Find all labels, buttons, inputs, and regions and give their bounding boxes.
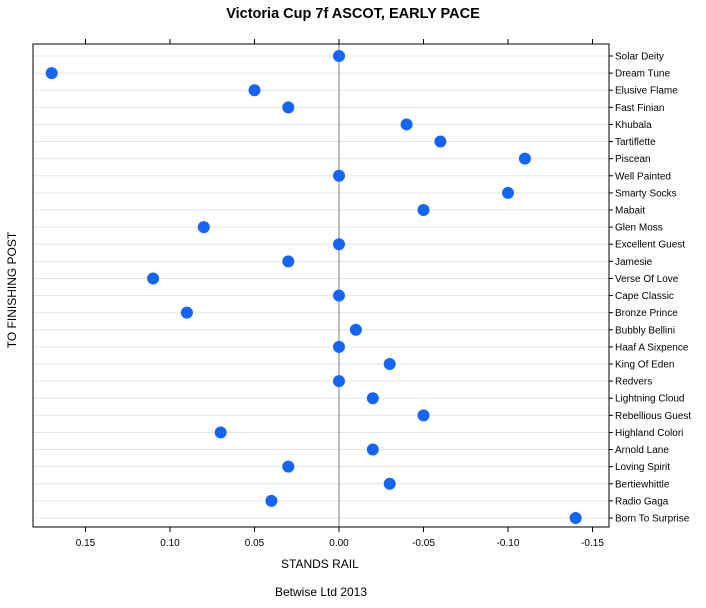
category-label: Bronze Prince [615,308,678,319]
data-point [366,443,379,456]
category-label: Cape Classic [615,291,674,302]
category-label: Verse Of Love [615,274,679,285]
category-label: Excellent Guest [615,240,685,251]
category-label: Rebellious Guest [615,411,691,422]
category-label: Smarty Socks [615,188,677,199]
footer-credit: Betwise Ltd 2013 [274,585,368,599]
category-label: Radio Gaga [615,496,669,507]
data-point [349,323,362,336]
category-label: Piscean [615,154,651,165]
category-label: Redvers [615,377,652,388]
data-point [333,169,345,182]
data-point [333,289,345,302]
category-label: Lightning Cloud [615,394,685,405]
category-label: Tartiflette [615,137,656,148]
category-label: Dream Tune [615,69,670,80]
data-point [502,186,514,199]
category-label: King Of Eden [615,360,674,371]
data-point [434,135,447,148]
data-point [400,118,413,131]
x-tick-label: 0.00 [329,538,349,549]
data-point [518,152,531,165]
data-point [282,101,295,114]
category-label: Elusive Flame [615,86,678,97]
category-label: Arnold Lane [615,445,669,456]
category-label: Khubala [615,120,652,131]
plot-frame [32,43,610,528]
data-point [147,272,160,285]
data-point [282,255,295,268]
x-tick-label: -0.15 [581,538,604,549]
category-label: Bertiewhittle [615,479,670,490]
data-point [417,204,430,216]
data-point [333,340,345,353]
category-label: Haaf A Sixpence [615,342,689,353]
data-point [366,392,379,405]
data-point [248,84,261,97]
category-label: Loving Spirit [615,462,670,473]
data-point [197,221,210,234]
category-label: Highland Colori [615,428,683,439]
data-point [282,460,295,473]
x-tick-label: 0.05 [245,538,265,549]
x-tick-label: -0.05 [412,538,435,549]
data-point [333,238,345,251]
x-axis-label: STANDS RAIL [281,557,359,571]
data-point [383,358,396,370]
x-tick-label: -0.10 [497,538,520,549]
chart-title: Victoria Cup 7f ASCOT, EARLY PACE [226,6,480,22]
data-point [569,512,582,524]
category-label: Fast Finian [615,103,664,114]
x-tick-label: 0.10 [160,538,180,549]
data-point [214,426,227,439]
category-label: Glen Moss [615,223,663,234]
data-point [383,477,396,490]
category-label: Bubbly Bellini [615,325,675,336]
data-point [417,409,430,422]
category-label: Solar Deity [615,52,664,63]
data-point [45,67,58,80]
category-label: Mabait [615,206,645,217]
data-point [333,50,345,62]
category-label: Well Painted [615,171,671,182]
data-point [180,306,193,319]
category-label: Born To Surprise [615,514,690,525]
data-point [333,375,345,388]
category-label: Jamesie [615,257,653,268]
x-tick-label: 0.15 [76,538,96,549]
data-point [265,494,278,507]
y-axis-label: TO FINISHING POST [5,231,19,349]
